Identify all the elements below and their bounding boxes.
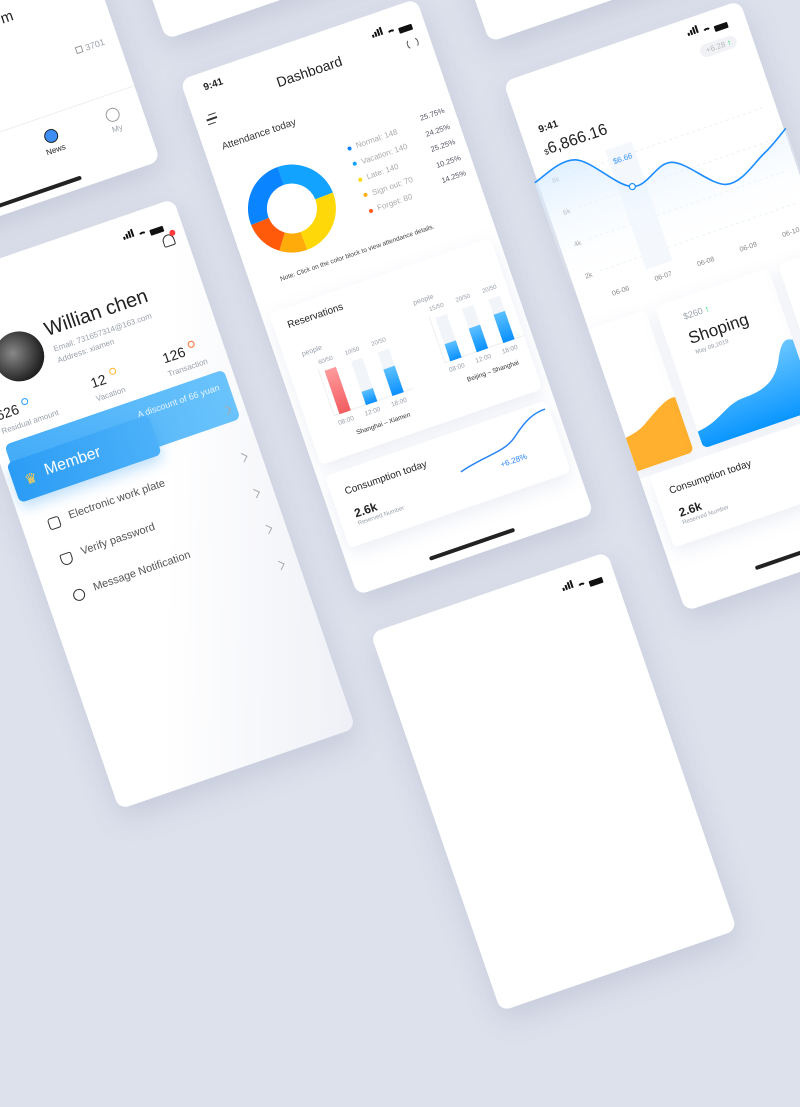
bar-time-label: 18:00: [501, 344, 519, 356]
arrow-up-icon: ↑: [726, 38, 733, 48]
count-badge: 3701: [74, 37, 106, 56]
route-label: Shanghai – Xiamen: [355, 411, 411, 436]
page-title: Dashboard: [188, 23, 430, 120]
battery-icon: [149, 226, 164, 236]
legend-dot: [368, 208, 373, 213]
legend-percent: 25.25%: [429, 137, 456, 154]
wifi-icon: [138, 230, 149, 240]
ring-icon: [108, 367, 117, 376]
chat-icon: [72, 587, 87, 602]
tab-my[interactable]: My: [96, 103, 133, 137]
bar-time-label: 18:00: [390, 397, 408, 409]
news-title: arm: [0, 7, 16, 31]
status-time: 9:41: [202, 76, 225, 93]
legend-dot: [358, 177, 363, 182]
bar-time-label: 12:00: [364, 406, 382, 418]
x-tick-label: 06-08: [696, 256, 715, 268]
bar-time-label: 08:00: [448, 362, 466, 374]
unit-label: people: [412, 293, 434, 306]
home-indicator: [0, 176, 82, 209]
x-tick-label: 06-10: [781, 227, 800, 239]
ring-icon: [21, 397, 30, 406]
signal-icon: [120, 224, 137, 245]
x-tick-label: 06-06: [611, 285, 630, 297]
shield-icon: [59, 551, 74, 566]
smile-icon: [104, 106, 122, 124]
consumption-title: Consumption today: [343, 459, 428, 497]
status-bar: [120, 214, 165, 244]
lower-screen: [370, 552, 737, 1012]
legend-percent: 10.25%: [435, 153, 462, 170]
status-bar: [559, 565, 604, 595]
legend-percent: 14.25%: [440, 168, 467, 185]
legend-dot: [347, 146, 352, 151]
legend-dot: [363, 193, 368, 198]
news-icon: [42, 127, 60, 145]
route-label: Beijing – Shanghai: [466, 359, 520, 383]
bar-time-label: 12:00: [475, 353, 493, 365]
x-tick-label: 06-09: [739, 241, 758, 253]
chevron-right-icon: [275, 561, 284, 570]
person-badge-icon: [75, 45, 84, 54]
notification-dot: [169, 229, 177, 237]
news-screen: arm 3701 News My: [0, 0, 160, 242]
legend-percent: 24.25%: [424, 121, 451, 138]
legend-percent: 25.75%: [419, 106, 446, 123]
chevron-right-icon: [263, 525, 272, 534]
bar-time-label: 08:00: [337, 415, 355, 427]
signal-icon: [559, 575, 576, 596]
x-tick-label: 06-07: [654, 271, 673, 283]
crown-icon: ♛: [22, 469, 39, 489]
ring-icon: [187, 340, 196, 349]
menu-icon[interactable]: [205, 112, 219, 125]
tab-news[interactable]: News: [35, 124, 72, 158]
arrow-up-icon: ↑: [703, 303, 711, 314]
attendance-donut[interactable]: [233, 150, 350, 267]
bell-icon[interactable]: [161, 233, 176, 248]
chevron-right-icon: [238, 453, 247, 462]
battery-icon: [588, 577, 603, 587]
avatar: [0, 325, 51, 389]
unit-label: people: [301, 345, 323, 358]
legend-dot: [352, 161, 357, 166]
home-indicator: [429, 528, 515, 561]
attendance-title: Attendance today: [220, 117, 297, 153]
chevron-right-icon: [251, 489, 260, 498]
wifi-icon: [577, 581, 588, 591]
id-card-icon: [47, 515, 62, 530]
